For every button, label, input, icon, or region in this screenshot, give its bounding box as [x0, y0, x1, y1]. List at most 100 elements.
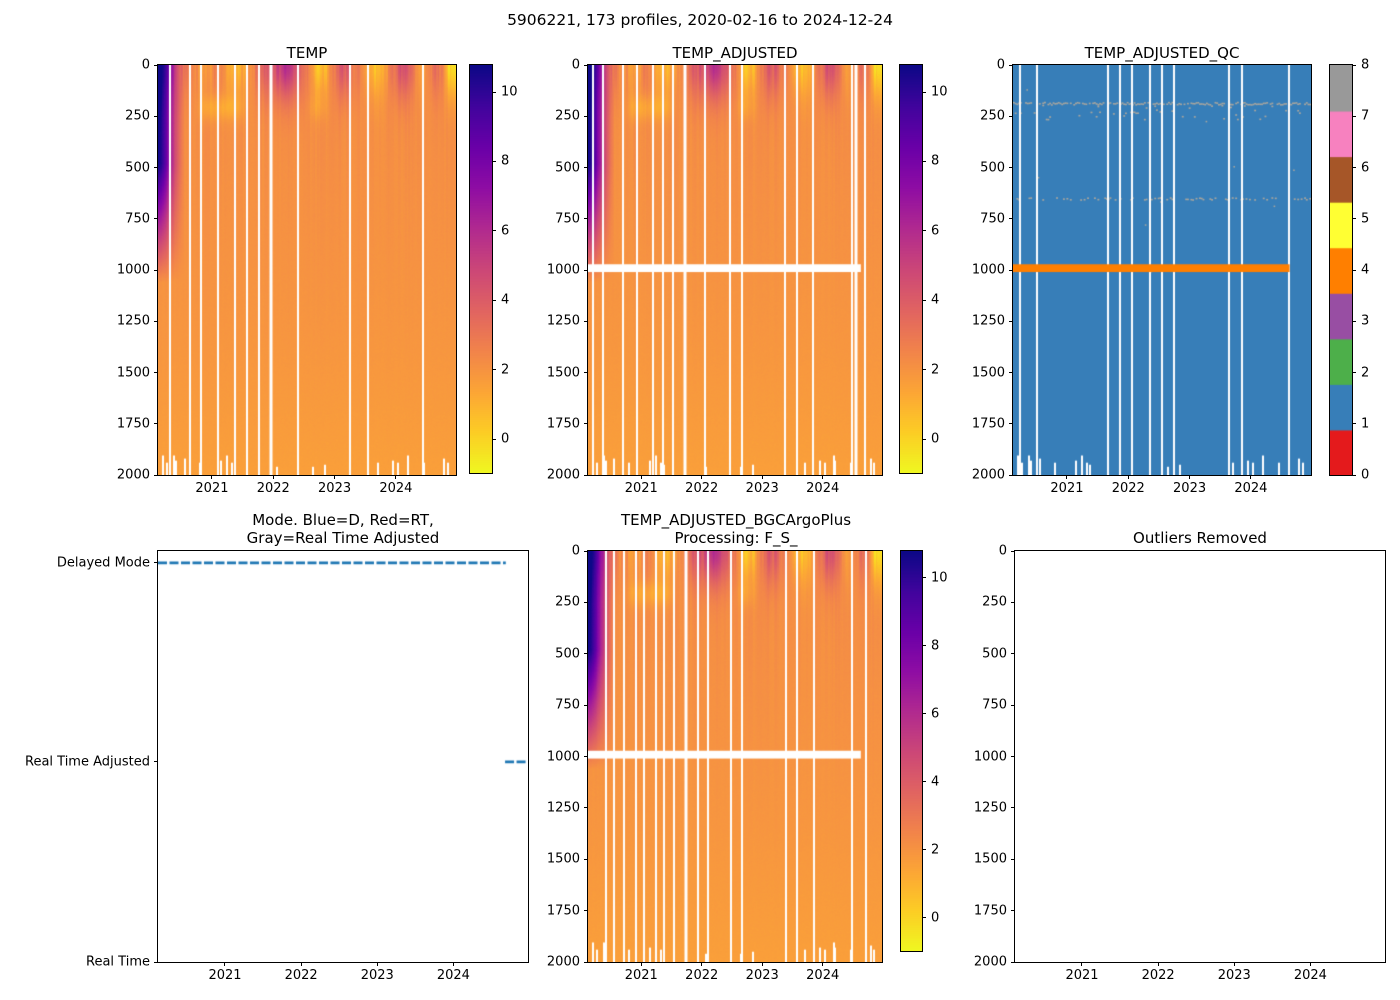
colorbar-tick-mark [1352, 474, 1356, 476]
y-tick-mark [1011, 756, 1015, 757]
colorbar-tick-label: 6 [931, 223, 940, 239]
y-tick-mark [1011, 601, 1015, 603]
y-tick-label: 1000 [971, 262, 1005, 278]
y-tick-mark [1011, 858, 1015, 860]
y-tick-label: 750 [980, 211, 1005, 227]
x-tick-mark [1309, 962, 1311, 966]
y-tick-label: 1250 [971, 313, 1005, 329]
colorbar-tick-mark [922, 160, 926, 162]
y-tick-mark [584, 756, 588, 757]
x-tick-label: 2021 [624, 481, 658, 496]
colorbar-tick-mark [922, 230, 926, 232]
y-tick-mark [154, 218, 158, 220]
y-tick-mark [154, 423, 158, 425]
y-tick-mark [584, 601, 588, 603]
y-tick-mark [1011, 550, 1015, 552]
x-tick-mark [822, 475, 824, 479]
x-tick-mark [761, 475, 763, 479]
x-tick-mark [1157, 962, 1159, 966]
y-tick-label: 250 [555, 594, 580, 610]
y-tick-label: 250 [980, 108, 1005, 124]
y-tick-mark [154, 474, 158, 476]
y-tick-mark [154, 761, 158, 763]
y-tick-label: 250 [125, 108, 150, 124]
y-tick-label: 0 [571, 57, 580, 73]
temp-adjusted-plot-area [587, 64, 883, 476]
y-tick-label: 750 [982, 697, 1007, 713]
colorbar-tick-mark [922, 91, 926, 93]
y-tick-mark [1009, 474, 1013, 476]
y-tick-label: 1500 [116, 365, 150, 380]
y-tick-label: 1000 [116, 262, 150, 278]
y-tick-mark [1011, 910, 1015, 912]
x-tick-mark [1127, 475, 1129, 479]
y-tick-mark [1009, 320, 1013, 322]
y-tick-mark [154, 269, 158, 271]
y-tick-label: 250 [982, 594, 1007, 610]
x-tick-label: 2024 [1293, 968, 1327, 983]
colorbar-tick-label: 4 [501, 292, 510, 308]
y-tick-mark [1011, 961, 1015, 963]
x-tick-label: 2024 [1234, 481, 1268, 496]
y-tick-mark [584, 64, 588, 66]
y-tick-label: 1250 [546, 800, 580, 816]
colorbar-tick-label: 5 [1361, 211, 1370, 227]
x-tick-mark [640, 475, 642, 479]
x-tick-label: 2022 [685, 481, 719, 496]
y-tick-label: 250 [555, 108, 580, 124]
x-tick-mark [1233, 962, 1235, 966]
colorbar-tick-label: 10 [501, 84, 518, 100]
x-tick-label: 2021 [208, 968, 242, 983]
temp-plot-area [157, 64, 457, 476]
y-tick-mark [154, 562, 158, 564]
x-tick-label: 2024 [436, 968, 470, 983]
colorbar-tick-mark [1352, 115, 1356, 117]
y-tick-mark [584, 550, 588, 552]
y-tick-label: 2000 [971, 467, 1005, 483]
panel-title-mode: Mode. Blue=D, Red=RT, Gray=Real Time Adj… [246, 511, 440, 547]
colorbar-tick-mark [922, 299, 926, 301]
colorbar-tick-label: 8 [931, 638, 940, 654]
y-tick-mark [1011, 807, 1015, 809]
colorbar-tick-label: 4 [931, 774, 940, 790]
y-tick-mark [584, 320, 588, 322]
x-tick-mark [1189, 475, 1191, 479]
x-tick-label: 2022 [256, 481, 290, 496]
x-tick-mark [822, 962, 824, 966]
x-tick-label: 2021 [1050, 481, 1084, 496]
y-tick-mark [584, 474, 588, 476]
colorbar-tick-label: 2 [1361, 365, 1370, 380]
colorbar-tick-label: 2 [501, 362, 510, 378]
y-tick-label: 2000 [546, 467, 580, 483]
bgcargoplus-colorbar-canvas [901, 551, 922, 951]
y-tick-label: 1500 [971, 365, 1005, 380]
colorbar-tick-label: 10 [931, 84, 948, 100]
colorbar-tick-label: 0 [501, 431, 510, 447]
colorbar-tick-mark [922, 645, 926, 647]
colorbar-tick-mark [922, 577, 926, 579]
mode-category-label: Real Time [86, 954, 150, 970]
colorbar-tick-mark [922, 849, 926, 851]
x-tick-label: 2024 [806, 968, 840, 983]
y-tick-label: 1750 [973, 903, 1007, 919]
y-tick-mark [584, 704, 588, 706]
x-tick-mark [640, 962, 642, 966]
colorbar-tick-mark [492, 369, 496, 371]
mode-category-label: Real Time Adjusted [25, 754, 150, 770]
y-tick-mark [154, 372, 158, 373]
y-tick-label: 1500 [973, 851, 1007, 867]
y-tick-label: 0 [141, 57, 150, 73]
panel-title-temp: TEMP [286, 44, 328, 62]
panel-title-bgcargoplus: TEMP_ADJUSTED_BGCArgoPlus Processing: F_… [620, 511, 852, 547]
qc-colorbar-canvas [1330, 65, 1352, 475]
temp-colorbar-canvas [470, 65, 492, 473]
colorbar-tick-label: 6 [931, 706, 940, 722]
x-tick-mark [701, 962, 703, 966]
bgcargoplus-plot-area [587, 550, 883, 963]
y-tick-label: 500 [555, 160, 580, 175]
y-tick-mark [154, 961, 158, 963]
y-tick-mark [1009, 167, 1013, 168]
y-tick-label: 0 [996, 57, 1005, 73]
mode-category-label: Delayed Mode [56, 555, 150, 571]
